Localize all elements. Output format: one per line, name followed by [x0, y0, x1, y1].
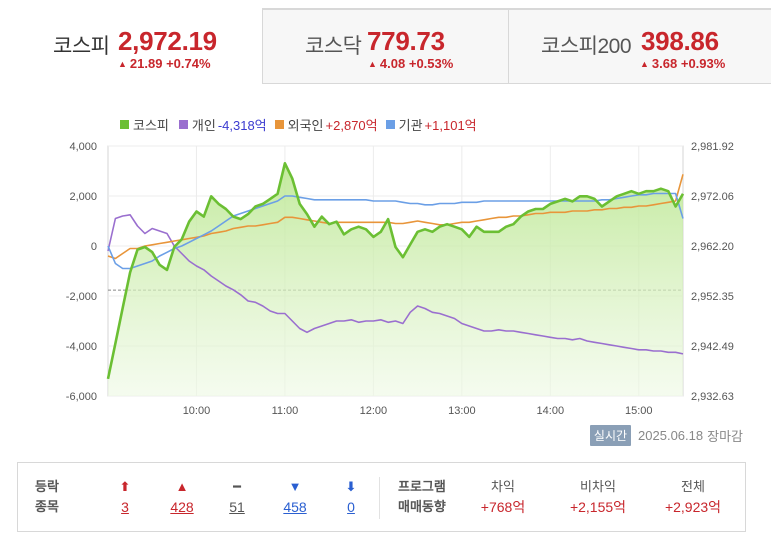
x-tick-label: 13:00 [448, 405, 476, 417]
legend-label: 외국인 [287, 117, 324, 133]
up-arrow-icon: ▲ [640, 59, 649, 69]
tab-change-points: 3.68 [651, 56, 678, 71]
index-tabs: 코스피 2,972.19 ▲ 21.89 +0.74% 코스닥 779.73 ▲ 4… [0, 8, 771, 84]
tab-change-points: 4.08 [379, 56, 406, 71]
up-arrow-icon: ▲ [118, 59, 127, 69]
chart-legend: 코스피 개인 -4,318억 외국인 +2,870억 기관 +1,101억 [120, 115, 485, 133]
breadth-lower-limit: ⬇ 0 [329, 477, 373, 517]
market-status: 실시간 2025.06.18 장마감 [589, 425, 743, 446]
x-tick-label: 14:00 [537, 405, 565, 417]
program-total: 전체 +2,923억 [638, 477, 748, 517]
y-right-tick-label: 2,932.63 [691, 391, 734, 403]
tab-change-points: 21.89 [129, 56, 163, 71]
legend-label: 코스피 [133, 117, 169, 133]
legend-value: -4,318억 [217, 117, 267, 133]
limit-up-arrow-icon: ⬆ [119, 479, 131, 494]
tab-change-pct: +0.93% [680, 56, 726, 71]
y-right-tick-label: 2,952.35 [691, 291, 734, 303]
x-tick-label: 12:00 [360, 405, 388, 417]
flat-dash-icon: ━ [233, 479, 241, 494]
y-left-tick-label: 0 [91, 241, 97, 253]
legend-swatch [178, 119, 188, 129]
breadth-declining: ▼ 458 [273, 477, 317, 517]
program-item-label: 비차익 [580, 479, 616, 494]
tab-kospi200[interactable]: 코스피200 398.86 ▲ 3.68 +0.93% [509, 8, 771, 84]
breadth-advancing: ▲ 428 [160, 477, 204, 517]
program-non-arbitrage: 비차익 +2,155억 [543, 477, 653, 517]
program-label-1: 프로그램 [398, 479, 446, 494]
tab-name: 코스피 [53, 35, 110, 58]
tab-change: ▲ 4.08 +0.53% [368, 56, 453, 71]
tab-value: 2,972.19 [118, 26, 217, 56]
y-left-tick-label: -6,000 [66, 391, 97, 403]
tab-change-pct: +0.74% [166, 56, 211, 71]
y-left-tick-label: 2,000 [69, 191, 97, 203]
tab-value: 779.73 [367, 26, 445, 56]
series-line-2 [107, 174, 684, 260]
tab-change: ▲ 3.68 +0.93% [640, 56, 725, 71]
legend-item-individual[interactable]: 개인 -4,318억 [178, 115, 267, 134]
limit-down-arrow-icon: ⬇ [345, 479, 357, 494]
legend-value: +2,870억 [325, 117, 378, 133]
y-left-tick-label: -4,000 [66, 341, 97, 353]
breadth-upper-limit: ⬆ 3 [103, 477, 147, 517]
legend-label: 기관 [398, 117, 423, 133]
chart-lines [106, 162, 685, 380]
breadth-count[interactable]: 458 [283, 499, 307, 515]
x-tick-label: 11:00 [272, 405, 299, 417]
program-item-value: +2,155억 [569, 499, 627, 515]
tab-name: 코스닥 [305, 35, 362, 58]
y-right-tick-label: 2,972.06 [691, 191, 734, 203]
x-tick-label: 10:00 [183, 405, 211, 417]
y-right-tick-label: 2,962.20 [691, 241, 734, 253]
legend-swatch [120, 119, 129, 129]
tab-name: 코스피200 [541, 35, 632, 58]
kospi-area-fill [108, 163, 683, 396]
tab-value: 398.86 [641, 26, 719, 56]
series-line-3 [107, 192, 684, 270]
tab-change: ▲ 21.89 +0.74% [118, 56, 211, 71]
breadth-count[interactable]: 428 [170, 499, 194, 515]
y-left-tick-label: 4,000 [69, 141, 97, 153]
up-arrow-icon: ▲ [368, 59, 377, 69]
y-right-tick-label: 2,981.92 [691, 141, 734, 153]
chart-axes: 4,000 2,000 0 -2,000 -4,000 -6,000 2,981.92 2,9… [66, 141, 734, 417]
market-stats-panel: 등락 종목 ⬆ 3 ▲ 428 ━ 51 ▼ 458 ⬇ 0 프로그램 매매동향… [17, 462, 746, 532]
status-session: 장마감 [707, 429, 743, 444]
breadth-label-1: 등락 [35, 479, 59, 494]
down-triangle-icon: ▼ [288, 479, 302, 494]
program-item-value: +768억 [480, 499, 526, 515]
intraday-chart: 4,000 2,000 0 -2,000 -4,000 -6,000 2,981.92 2,9… [66, 141, 734, 417]
up-triangle-icon: ▲ [175, 479, 189, 494]
realtime-badge[interactable]: 실시간 [589, 425, 632, 446]
tab-kosdaq[interactable]: 코스닥 779.73 ▲ 4.08 +0.53% [262, 8, 509, 84]
legend-item-institution[interactable]: 기관 +1,101억 [385, 115, 477, 134]
tab-change-pct: +0.53% [408, 56, 454, 71]
legend-swatch [385, 119, 395, 129]
legend-item-kospi[interactable]: 코스피 [120, 115, 171, 134]
program-label-2: 매매동향 [398, 499, 446, 514]
x-tick-label: 15:00 [625, 405, 653, 417]
legend-value: +1,101억 [424, 117, 477, 133]
program-item-value: +2,923억 [664, 499, 722, 515]
series-line-1 [107, 214, 684, 355]
breadth-unchanged: ━ 51 [215, 477, 259, 517]
legend-item-foreign[interactable]: 외국인 +2,870억 [274, 115, 378, 134]
breadth-label-2: 종목 [35, 499, 59, 514]
series-line-kospi [106, 162, 685, 380]
y-right-tick-label: 2,942.49 [691, 341, 734, 353]
stats-divider [379, 477, 380, 519]
tab-kospi[interactable]: 코스피 2,972.19 ▲ 21.89 +0.74% [17, 8, 263, 84]
legend-label: 개인 [191, 117, 216, 133]
legend-swatch [274, 119, 284, 129]
kospi-area [108, 163, 683, 396]
breadth-count[interactable]: 51 [229, 499, 245, 515]
breadth-count[interactable]: 0 [347, 499, 355, 515]
breadth-count[interactable]: 3 [121, 499, 129, 515]
program-item-label: 차익 [491, 479, 515, 494]
program-arbitrage: 차익 +768억 [448, 477, 558, 517]
program-item-label: 전체 [681, 479, 705, 494]
y-left-tick-label: -2,000 [66, 291, 97, 303]
status-date: 2025.06.18 [638, 428, 704, 443]
